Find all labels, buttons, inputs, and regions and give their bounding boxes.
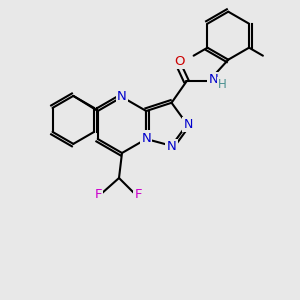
Text: N: N <box>141 131 151 145</box>
Text: N: N <box>117 91 127 103</box>
Text: N: N <box>167 140 176 153</box>
Text: O: O <box>174 55 184 68</box>
Text: H: H <box>218 78 227 91</box>
Text: N: N <box>208 73 218 86</box>
Text: F: F <box>134 188 142 200</box>
Text: F: F <box>94 188 102 200</box>
Text: N: N <box>184 118 193 131</box>
